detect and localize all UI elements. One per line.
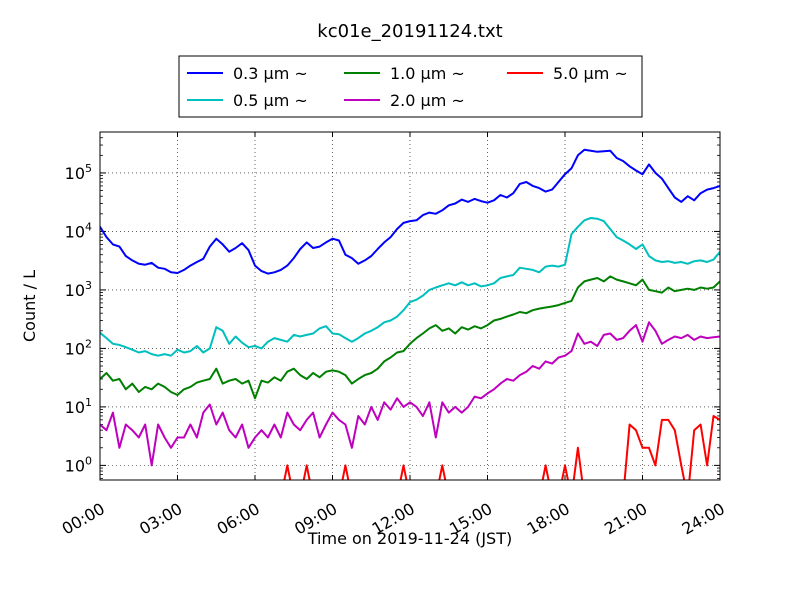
y-tick-label: 103 [65, 279, 92, 300]
series-line-1 [100, 217, 720, 357]
legend-box [178, 55, 643, 118]
legend-label-3: 2.0 μm ~ [390, 91, 465, 110]
x-tick-label: 21:00 [601, 499, 650, 539]
y-tick-label: 100 [65, 454, 92, 475]
legend-label-1: 0.5 μm ~ [233, 91, 308, 110]
x-axis-label: Time on 2019-11-24 (JST) [307, 529, 512, 548]
series-line-3 [100, 321, 720, 467]
chart-title: kc01e_20191124.txt [317, 21, 502, 42]
x-tick-label: 00:00 [59, 499, 108, 539]
x-tick-label: 18:00 [524, 499, 573, 539]
axes-frame [99, 131, 721, 481]
series-line-0 [100, 148, 720, 275]
legend-label-0: 0.3 μm ~ [233, 64, 308, 83]
y-tick-label: 101 [65, 396, 92, 417]
series-line-2 [100, 275, 720, 400]
y-tick-label: 102 [65, 337, 92, 358]
legend-label-4: 5.0 μm ~ [553, 64, 628, 83]
y-tick-label: 104 [65, 220, 92, 241]
x-tick-label: 03:00 [136, 499, 185, 539]
plot-area [99, 131, 721, 481]
x-tick-label: 24:00 [679, 499, 728, 539]
legend: 0.3 μm ~ 0.5 μm ~ 1.0 μm ~ 2.0 μm ~ 5.0 μm ~ [178, 55, 643, 118]
y-axis-label: Count / L [20, 270, 39, 342]
plot-background [100, 132, 720, 480]
y-tick-labels: 100 101 102 103 104 105 [65, 162, 92, 475]
legend-label-2: 1.0 μm ~ [390, 64, 465, 83]
y-tick-label: 105 [65, 162, 92, 183]
x-tick-label: 06:00 [214, 499, 263, 539]
